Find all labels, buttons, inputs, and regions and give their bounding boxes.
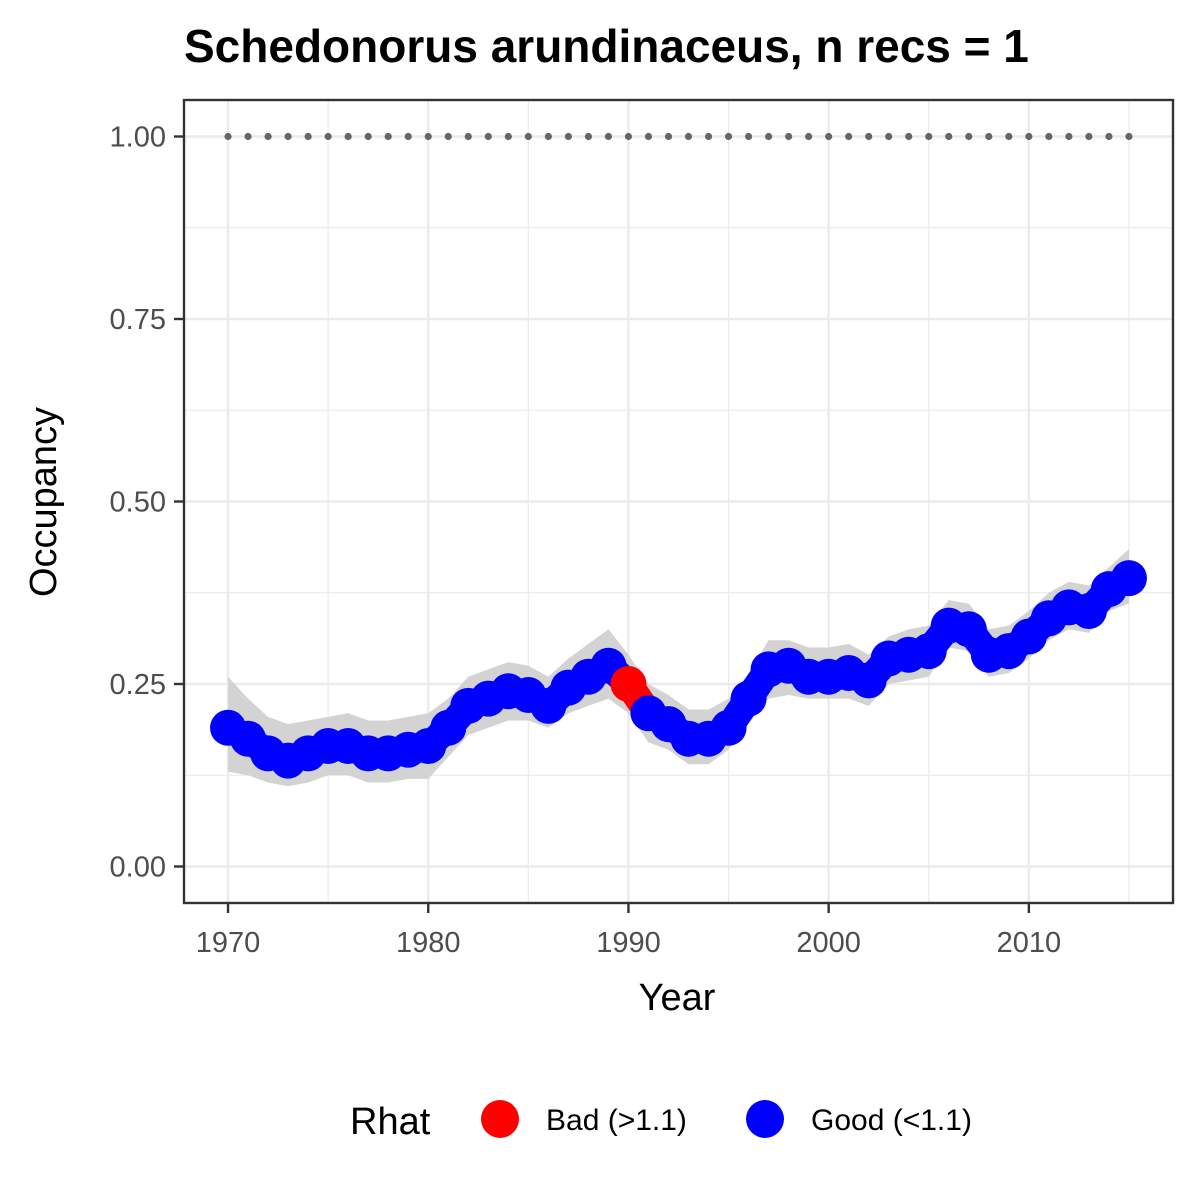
data-point-good [910,633,947,670]
reference-line-dot [945,132,953,141]
reference-line-dot [704,132,713,141]
y-tick-label: 0.50 [110,487,166,519]
reference-line-dot [905,132,913,141]
reference-line-dot [764,132,773,141]
reference-line-dot [264,132,272,141]
reference-line-dot [1005,132,1013,141]
reference-line-dot [965,132,973,141]
legend-label-bad: Bad (>1.1) [546,1104,687,1137]
reference-line-dot [224,132,232,141]
reference-line-dot [504,132,512,141]
reference-line-dot [244,132,252,141]
legend-title: Rhat [350,1101,431,1143]
reference-line-dot [1045,132,1053,141]
reference-line-dot [1125,132,1133,141]
y-tick-label: 0.25 [110,669,166,701]
legend-key-good [746,1100,784,1138]
reference-line-dot [1085,132,1093,141]
y-axis-title: Occupancy [23,407,65,597]
x-tick-label: 2000 [796,927,861,959]
reference-line-dot [624,132,633,141]
data-point-bad [610,666,647,702]
reference-line-dot [444,132,452,141]
x-axis-title: Year [639,977,716,1019]
reference-line-dot [304,132,312,141]
x-tick-label: 2010 [997,927,1062,959]
reference-line-dot [1065,132,1073,141]
reference-line-dot [284,132,292,141]
reference-line-dot [384,132,392,141]
reference-line-dot [544,132,552,141]
reference-line-dot [424,132,432,141]
reference-line-dot [885,132,893,141]
reference-line-dot [744,132,753,141]
legend-item-bad: Bad (>1.1) [481,1100,687,1138]
data-point-good [710,709,747,746]
reference-line-dot [484,132,492,141]
data-point-good [1110,560,1147,597]
legend-item-good: Good (<1.1) [746,1100,972,1138]
reference-line-dot [664,132,673,141]
legend-key-bad [481,1100,519,1138]
reference-line-dot [464,132,472,141]
data-point-good [950,611,987,648]
reference-line-dot [1025,132,1033,141]
reference-line-dot [604,132,613,141]
y-tick-label: 0.00 [110,852,166,884]
reference-line-dot [825,132,833,141]
legend-label-good: Good (<1.1) [811,1104,972,1137]
reference-line-dot [925,132,933,141]
reference-line-dot [524,132,532,141]
reference-line-dot [404,132,412,141]
reference-line-dot [684,132,693,141]
reference-line-dot [584,132,593,141]
reference-line-dot [564,132,572,141]
x-tick-label: 1990 [596,927,661,959]
reference-line-dot [724,132,733,141]
chart-title: Schedonorus arundinaceus, n recs = 1 [184,20,1029,72]
reference-line-dot [865,132,873,141]
reference-line-dot [344,132,352,141]
reference-line-dot [785,132,793,141]
data-point-good [730,680,767,717]
reference-line-dot [805,132,813,141]
y-tick-label: 1.00 [110,122,166,154]
plot-panel: 0.00 0.25 0.50 0.75 1.00 1970 1980 1990 2000 2010 [110,98,1175,959]
y-tick-label: 0.75 [110,304,166,336]
legend: Rhat Bad (>1.1) Good (<1.1) [350,1100,972,1143]
x-tick-label: 1980 [396,927,461,959]
reference-line-dot [845,132,853,141]
reference-line-dot [364,132,372,141]
reference-line-dot [644,132,653,141]
reference-line-dot [985,132,993,141]
reference-line-dot [1105,132,1113,141]
x-tick-label: 1970 [196,927,261,959]
reference-line-dot [324,132,332,141]
